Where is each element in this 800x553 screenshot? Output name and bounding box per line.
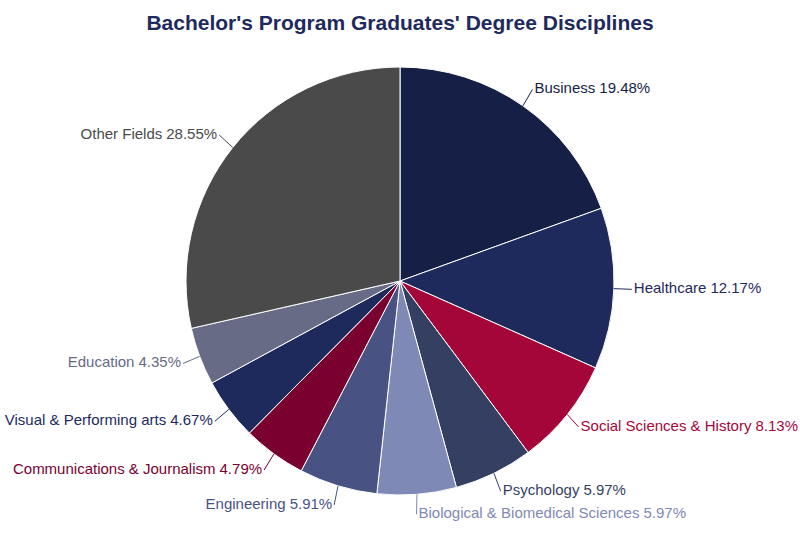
data-label: Engineering5.91% [206, 495, 333, 512]
label-value: 5.97% [643, 504, 686, 521]
data-label: Other Fields28.55% [81, 125, 218, 142]
slices [186, 67, 614, 495]
leader-line [523, 89, 532, 105]
leader-line [264, 454, 274, 470]
leader-line [215, 409, 229, 421]
label-value: 4.79% [220, 460, 263, 477]
labels: Business19.48% Healthcare12.17% Social Sci… [5, 79, 798, 521]
label-name: Business [534, 79, 595, 96]
pie-slice [186, 67, 400, 328]
label-name: Biological & Biomedical Sciences [419, 504, 640, 521]
data-label: Social Sciences & History8.13% [581, 417, 798, 434]
label-value: 8.13% [755, 417, 798, 434]
data-label: Healthcare12.17% [634, 279, 761, 296]
label-value: 12.17% [710, 279, 761, 296]
label-value: 5.97% [583, 481, 626, 498]
label-value: 4.67% [170, 411, 213, 428]
label-name: Psychology [503, 481, 580, 498]
leader-line [334, 486, 338, 505]
data-label: Visual & Performing arts4.67% [5, 411, 213, 428]
label-name: Visual & Performing arts [5, 411, 166, 428]
label-value: 5.91% [290, 495, 333, 512]
data-label: Biological & Biomedical Sciences5.97% [419, 504, 686, 521]
leader-line [567, 414, 578, 426]
chart: Bachelor's Program Graduates' Degree Dis… [0, 0, 800, 553]
leader-line [416, 494, 417, 514]
data-label: Business19.48% [534, 79, 650, 96]
leader-line [494, 473, 501, 491]
data-label: Education4.35% [68, 353, 181, 370]
leader-line [183, 356, 200, 363]
data-label: Communications & Journalism4.79% [13, 460, 262, 477]
leader-line [219, 135, 233, 147]
label-name: Other Fields [81, 125, 163, 142]
label-name: Social Sciences & History [581, 417, 752, 434]
data-label: Psychology5.97% [503, 481, 626, 498]
label-value: 4.35% [138, 353, 181, 370]
label-name: Education [68, 353, 135, 370]
title: Bachelor's Program Graduates' Degree Dis… [146, 11, 653, 34]
label-value: 28.55% [166, 125, 217, 142]
label-name: Healthcare [634, 279, 707, 296]
label-value: 19.48% [599, 79, 650, 96]
label-name: Engineering [206, 495, 286, 512]
label-name: Communications & Journalism [13, 460, 216, 477]
leader-line [614, 288, 632, 290]
